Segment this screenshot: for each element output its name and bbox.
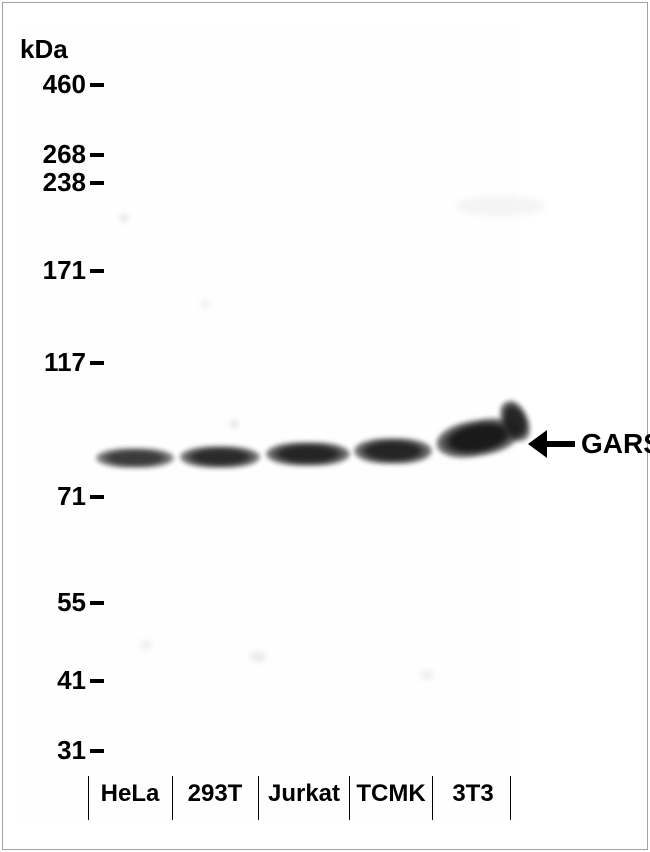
mw-marker-label: 238 (18, 167, 86, 198)
protein-band (180, 446, 260, 468)
mw-marker-label: 268 (18, 139, 86, 170)
mw-marker-label: 31 (18, 735, 86, 766)
mw-marker-label: 55 (18, 587, 86, 618)
arrow-shaft (547, 441, 575, 447)
mw-marker-label: 171 (18, 255, 86, 286)
mw-marker-label: 117 (18, 347, 86, 378)
mw-marker: 238 (18, 167, 104, 198)
protein-band (354, 438, 432, 464)
noise-smudge (420, 670, 434, 680)
noise-smudge (140, 640, 152, 650)
mw-marker-tick (90, 83, 104, 87)
mw-marker-tick (90, 153, 104, 157)
lane-label: 293T (175, 780, 255, 808)
mw-marker: 71 (18, 481, 104, 512)
mw-marker-label: 460 (18, 69, 86, 100)
lane-divider (172, 776, 173, 820)
mw-marker: 171 (18, 255, 104, 286)
mw-marker-tick (90, 269, 104, 273)
mw-marker-tick (90, 361, 104, 365)
mw-marker-label: 71 (18, 481, 86, 512)
mw-marker: 55 (18, 587, 104, 618)
noise-smudge (200, 300, 210, 308)
noise-smudge (230, 420, 238, 428)
lane-divider (510, 776, 511, 820)
mw-marker: 460 (18, 69, 104, 100)
noise-smudge (456, 196, 546, 216)
mw-marker-label: 41 (18, 665, 86, 696)
arrow-left-icon (528, 430, 547, 458)
lane-divider (432, 776, 433, 820)
kda-unit-label: kDa (20, 34, 68, 65)
mw-marker: 41 (18, 665, 104, 696)
protein-band (96, 448, 174, 468)
mw-marker: 117 (18, 347, 104, 378)
lane-label: Jurkat (260, 780, 348, 808)
mw-marker-tick (90, 679, 104, 683)
mw-marker-tick (90, 601, 104, 605)
noise-smudge (120, 214, 128, 222)
lane-divider (88, 776, 89, 820)
mw-marker: 268 (18, 139, 104, 170)
mw-marker-tick (90, 495, 104, 499)
target-arrow: GARS (528, 428, 650, 460)
lane-divider (258, 776, 259, 820)
mw-marker: 31 (18, 735, 104, 766)
mw-marker-tick (90, 749, 104, 753)
target-protein-label: GARS (581, 428, 650, 460)
lane-label: 3T3 (440, 780, 506, 808)
protein-band (266, 442, 350, 466)
lane-label: HeLa (90, 780, 170, 808)
lane-label: TCMK (350, 780, 432, 808)
noise-smudge (250, 652, 266, 662)
mw-marker-tick (90, 181, 104, 185)
